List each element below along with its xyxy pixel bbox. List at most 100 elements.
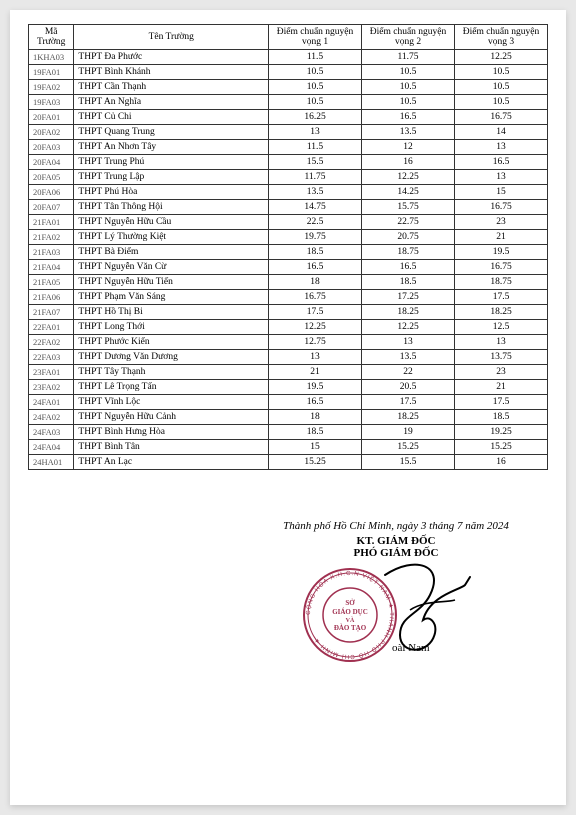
cell-nv3: 18.5 — [455, 410, 548, 425]
table-row: 21FA06THPT Phạm Văn Sáng16.7517.2517.5 — [29, 290, 548, 305]
table-row: 19FA02THPT Cần Thạnh10.510.510.5 — [29, 80, 548, 95]
cell-nv1: 16.5 — [269, 260, 362, 275]
table-row: 21FA04THPT Nguyễn Văn Cừ16.516.516.75 — [29, 260, 548, 275]
cell-nv2: 12.25 — [362, 170, 455, 185]
handwritten-signature — [375, 555, 495, 675]
table-row: 20FA07THPT Tân Thông Hội14.7515.7516.75 — [29, 200, 548, 215]
cell-nv3: 23 — [455, 365, 548, 380]
sign-kt: KT. GIÁM ĐỐC — [256, 535, 536, 547]
cell-name: THPT Phước Kiển — [74, 335, 269, 350]
cell-code: 21FA01 — [29, 215, 74, 230]
cell-name: THPT Củ Chi — [74, 110, 269, 125]
signer-name-tail: oài Nam — [392, 642, 430, 654]
cell-nv2: 16 — [362, 155, 455, 170]
scores-table: Mã Trường Tên Trường Điểm chuẩn nguyện v… — [28, 24, 548, 470]
cell-nv3: 13 — [455, 170, 548, 185]
cell-nv1: 19.75 — [269, 230, 362, 245]
table-body: 1KHA03THPT Đa Phước11.511.7512.2519FA01T… — [29, 50, 548, 470]
cell-name: THPT Trung Lập — [74, 170, 269, 185]
cell-nv1: 15.5 — [269, 155, 362, 170]
stamp-line2: GIÁO DỤC — [332, 608, 368, 616]
cell-code: 24FA03 — [29, 425, 74, 440]
cell-nv1: 10.5 — [269, 65, 362, 80]
cell-nv3: 13 — [455, 140, 548, 155]
cell-name: THPT Hồ Thị Bi — [74, 305, 269, 320]
cell-code: 21FA02 — [29, 230, 74, 245]
cell-nv2: 18.25 — [362, 410, 455, 425]
cell-nv2: 20.75 — [362, 230, 455, 245]
table-row: 21FA02THPT Lý Thường Kiệt19.7520.7521 — [29, 230, 548, 245]
cell-nv1: 13.5 — [269, 185, 362, 200]
stamp-line3: VÀ — [346, 616, 355, 624]
cell-code: 20FA04 — [29, 155, 74, 170]
cell-nv3: 16 — [455, 455, 548, 470]
cell-code: 23FA01 — [29, 365, 74, 380]
table-row: 20FA03THPT An Nhơn Tây11.51213 — [29, 140, 548, 155]
cell-code: 22FA03 — [29, 350, 74, 365]
cell-nv1: 15 — [269, 440, 362, 455]
cell-nv1: 13 — [269, 125, 362, 140]
cell-nv3: 18.25 — [455, 305, 548, 320]
cell-nv2: 17.5 — [362, 395, 455, 410]
cell-nv2: 10.5 — [362, 95, 455, 110]
table-row: 24FA02THPT Nguyễn Hữu Cảnh1818.2518.5 — [29, 410, 548, 425]
cell-nv1: 16.25 — [269, 110, 362, 125]
cell-nv1: 15.25 — [269, 455, 362, 470]
cell-nv1: 21 — [269, 365, 362, 380]
table-row: 22FA01THPT Long Thới12.2512.2512.5 — [29, 320, 548, 335]
cell-nv1: 18 — [269, 410, 362, 425]
cell-nv3: 10.5 — [455, 80, 548, 95]
cell-name: THPT Dương Văn Dương — [74, 350, 269, 365]
cell-nv3: 10.5 — [455, 95, 548, 110]
cell-nv2: 18.25 — [362, 305, 455, 320]
cell-name: THPT Phú Hòa — [74, 185, 269, 200]
cell-nv2: 13.5 — [362, 125, 455, 140]
table-row: 24FA03THPT Bình Hưng Hòa18.51919.25 — [29, 425, 548, 440]
cell-nv2: 18.75 — [362, 245, 455, 260]
cell-code: 21FA07 — [29, 305, 74, 320]
cell-code: 20FA03 — [29, 140, 74, 155]
cell-code: 19FA02 — [29, 80, 74, 95]
cell-nv3: 16.75 — [455, 110, 548, 125]
cell-nv1: 19.5 — [269, 380, 362, 395]
cell-nv3: 14 — [455, 125, 548, 140]
cell-nv1: 17.5 — [269, 305, 362, 320]
cell-name: THPT Bình Hưng Hòa — [74, 425, 269, 440]
cell-nv2: 12.25 — [362, 320, 455, 335]
cell-nv1: 11.5 — [269, 50, 362, 65]
table-row: 23FA02THPT Lê Trọng Tấn19.520.521 — [29, 380, 548, 395]
cell-nv3: 12.5 — [455, 320, 548, 335]
table-row: 19FA03THPT An Nghĩa10.510.510.5 — [29, 95, 548, 110]
cell-code: 24HA01 — [29, 455, 74, 470]
sign-dateline: Thành phố Hồ Chí Minh, ngày 3 tháng 7 nă… — [256, 520, 536, 532]
cell-nv1: 18.5 — [269, 245, 362, 260]
cell-nv1: 22.5 — [269, 215, 362, 230]
table-row: 20FA01THPT Củ Chi16.2516.516.75 — [29, 110, 548, 125]
table-row: 21FA07THPT Hồ Thị Bi17.518.2518.25 — [29, 305, 548, 320]
cell-code: 21FA06 — [29, 290, 74, 305]
document-page: Mã Trường Tên Trường Điểm chuẩn nguyện v… — [10, 10, 566, 805]
cell-name: THPT Lý Thường Kiệt — [74, 230, 269, 245]
cell-code: 21FA05 — [29, 275, 74, 290]
cell-code: 23FA02 — [29, 380, 74, 395]
cell-nv2: 22.75 — [362, 215, 455, 230]
col-header-name: Tên Trường — [74, 25, 269, 50]
cell-nv3: 16.5 — [455, 155, 548, 170]
stamp-line4: ĐÀO TẠO — [334, 624, 367, 632]
cell-nv3: 12.25 — [455, 50, 548, 65]
cell-nv3: 13 — [455, 335, 548, 350]
cell-code: 21FA03 — [29, 245, 74, 260]
table-row: 21FA03THPT Bà Điểm18.518.7519.5 — [29, 245, 548, 260]
table-row: 20FA05THPT Trung Lập11.7512.2513 — [29, 170, 548, 185]
cell-code: 20FA01 — [29, 110, 74, 125]
cell-name: THPT Nguyễn Hữu Cầu — [74, 215, 269, 230]
cell-code: 20FA05 — [29, 170, 74, 185]
cell-nv3: 10.5 — [455, 65, 548, 80]
cell-nv2: 13.5 — [362, 350, 455, 365]
cell-nv3: 23 — [455, 215, 548, 230]
cell-name: THPT Nguyễn Hữu Cảnh — [74, 410, 269, 425]
cell-nv3: 21 — [455, 380, 548, 395]
cell-nv3: 16.75 — [455, 260, 548, 275]
cell-nv1: 11.5 — [269, 140, 362, 155]
cell-name: THPT Bà Điểm — [74, 245, 269, 260]
